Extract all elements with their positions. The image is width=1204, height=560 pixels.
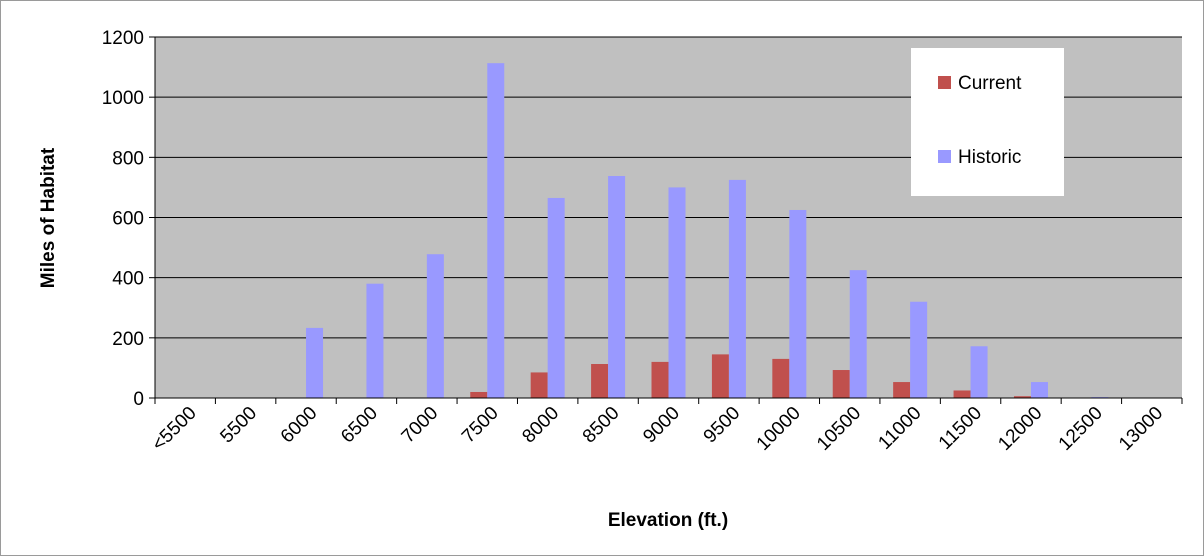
bar-historic-10000 <box>789 209 807 398</box>
y-tick-label: 400 <box>112 269 144 290</box>
legend-label-historic: Historic <box>958 147 1021 168</box>
bar-historic-11500 <box>970 346 988 398</box>
x-tick-label: 7000 <box>398 403 443 448</box>
x-tick-label: 8000 <box>518 403 563 448</box>
bar-historic-7000 <box>426 254 444 398</box>
bar-current-11500 <box>953 390 971 398</box>
x-tick-label: 5500 <box>216 403 261 448</box>
bar-historic-11000 <box>910 301 928 398</box>
bar-historic-9000 <box>668 187 686 398</box>
bar-historic-8000 <box>547 197 565 398</box>
legend-label-current: Current <box>958 73 1022 94</box>
y-axis: 0 200 400 600 800 1000 1200 <box>102 28 156 410</box>
y-tick-label: 800 <box>112 148 144 169</box>
bar-historic-8500 <box>608 175 626 398</box>
x-tick-label: 10500 <box>813 403 865 455</box>
x-tick-label: 13000 <box>1115 403 1167 455</box>
bar-historic-9500 <box>728 179 746 398</box>
bar-current-10000 <box>772 358 790 398</box>
x-tick-label: <5500 <box>148 403 201 456</box>
bar-current-9000 <box>651 361 669 398</box>
x-tick-label: 9500 <box>700 403 745 448</box>
bar-historic-6500 <box>366 283 384 398</box>
x-tick-label: 12000 <box>994 403 1046 455</box>
x-axis-title: Elevation (ft.) <box>608 510 728 531</box>
y-tick-label: 1000 <box>102 88 144 109</box>
x-tick-label: 6000 <box>277 403 322 448</box>
bar-historic-10500 <box>849 270 867 398</box>
y-tick-label: 0 <box>133 389 144 410</box>
bar-current-8500 <box>591 364 609 398</box>
bar-current-10500 <box>832 370 850 398</box>
x-tick-label: 8500 <box>579 403 624 448</box>
bar-current-9500 <box>711 354 729 398</box>
legend-swatch-historic <box>938 150 951 163</box>
x-tick-label: 11500 <box>935 403 986 454</box>
x-tick-label: 9000 <box>639 403 684 448</box>
legend-swatch-current <box>938 76 951 89</box>
bar-historic-7500 <box>487 63 505 399</box>
y-tick-label: 1200 <box>102 28 144 49</box>
x-axis: <5500 5500 6000 6500 7000 7500 8000 8500 9000 950… <box>148 397 1183 456</box>
bar-current-11000 <box>893 382 911 398</box>
bar-current-7500 <box>470 391 488 398</box>
x-tick-label: 7500 <box>458 403 503 448</box>
bars <box>306 63 1109 399</box>
bar-current-12000 <box>1013 396 1031 398</box>
y-tick-label: 200 <box>112 329 144 350</box>
x-tick-label: 10000 <box>753 403 805 455</box>
bar-current-8000 <box>530 372 548 398</box>
y-axis-title: Miles of Habitat <box>38 147 59 288</box>
bar-historic-6000 <box>306 327 324 398</box>
x-tick-label: 11000 <box>874 403 925 454</box>
x-tick-label: 12500 <box>1055 403 1107 455</box>
y-tick-label: 600 <box>112 209 144 230</box>
legend-box <box>911 48 1064 196</box>
legend: Current Historic <box>911 48 1064 196</box>
bar-historic-12000 <box>1030 382 1048 398</box>
x-tick-label: 6500 <box>337 403 382 448</box>
